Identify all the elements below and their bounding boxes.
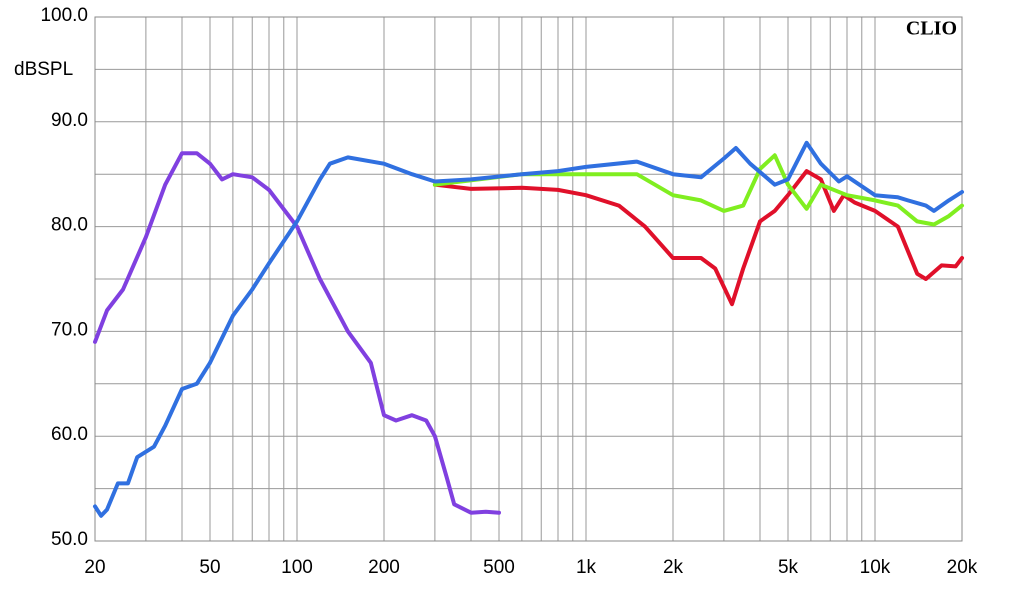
annotation: CLIO (906, 18, 957, 40)
y-tick-label: 60.0 (51, 424, 88, 445)
series-line (432, 153, 964, 227)
y-tick-label: 50.0 (51, 529, 88, 550)
x-tick-label: 20k (947, 557, 978, 578)
y-axis-label: dBSPL (14, 59, 73, 80)
x-tick-label: 2k (663, 557, 684, 578)
x-tick-label: 20 (84, 557, 105, 578)
y-tick-label: 70.0 (51, 319, 88, 340)
x-tick-label: 1k (576, 557, 597, 578)
series-line (93, 151, 501, 515)
y-tick-label: 80.0 (51, 215, 88, 236)
plot-frame (94, 16, 963, 542)
x-tick-label: 10k (860, 557, 891, 578)
series-line (432, 169, 964, 307)
x-tick-label: 200 (368, 557, 400, 578)
x-tick-label: 100 (281, 557, 313, 578)
x-tick-label: 5k (778, 557, 799, 578)
x-tick-label: 500 (483, 557, 515, 578)
series-line (93, 140, 964, 518)
y-tick-label: 100.0 (40, 5, 88, 26)
x-tick-label: 50 (199, 557, 220, 578)
y-tick-label: 90.0 (51, 110, 88, 131)
